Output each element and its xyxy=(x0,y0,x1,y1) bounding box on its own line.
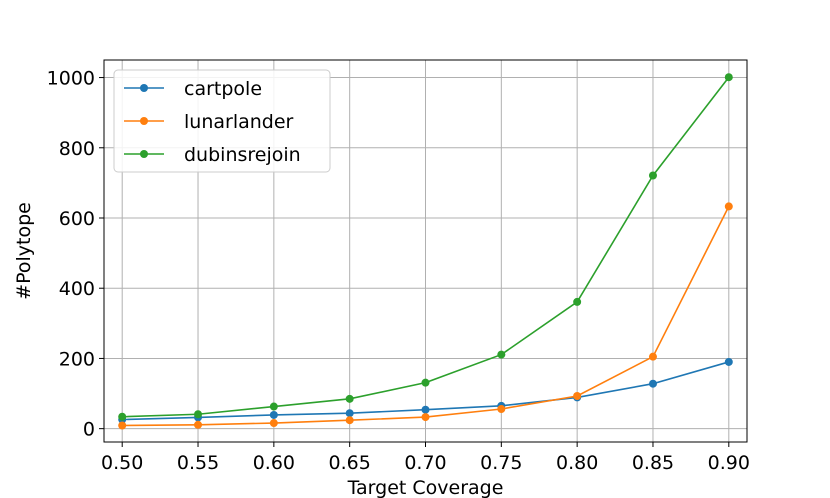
legend-marker xyxy=(140,84,148,92)
x-tick-label: 0.85 xyxy=(632,452,674,474)
legend-item: dubinsrejoin xyxy=(124,144,301,166)
legend-label: lunarlander xyxy=(184,111,294,133)
series-group xyxy=(118,73,733,430)
y-tick-label: 400 xyxy=(59,278,95,300)
legend-label: dubinsrejoin xyxy=(184,144,301,166)
legend-item: lunarlander xyxy=(124,111,294,133)
legend-marker xyxy=(140,150,148,158)
y-tick-label: 200 xyxy=(59,348,95,370)
x-axis-title: Target Coverage xyxy=(347,477,504,498)
data-point xyxy=(269,410,278,419)
x-tick-label: 0.50 xyxy=(101,452,143,474)
data-point xyxy=(573,297,582,306)
data-point xyxy=(421,405,430,414)
data-point xyxy=(269,419,278,428)
data-point xyxy=(724,73,733,82)
legend-box xyxy=(113,69,331,173)
data-point xyxy=(194,410,203,419)
x-tick-label: 0.80 xyxy=(556,452,598,474)
legend: cartpole lunarlander dubinsrejoin xyxy=(113,69,331,173)
data-point xyxy=(648,379,657,388)
x-tick-label: 0.90 xyxy=(708,452,750,474)
data-point xyxy=(345,394,354,403)
x-tick-label: 0.55 xyxy=(177,452,219,474)
series-lunarlander xyxy=(118,202,733,430)
y-tick-label: 800 xyxy=(59,138,95,160)
data-point xyxy=(345,409,354,418)
axes: 0.50 0.55 0.60 0.65 0.70 0.75 0.80 0.85 0.90 0 200… xyxy=(47,68,750,474)
data-point xyxy=(194,420,203,429)
data-point xyxy=(724,202,733,211)
data-point xyxy=(118,412,127,421)
y-tick-label: 0 xyxy=(83,419,95,441)
y-axis-title: #Polytope xyxy=(13,202,35,300)
data-point xyxy=(648,171,657,180)
data-point xyxy=(724,357,733,366)
legend-marker xyxy=(140,117,148,125)
series-dubinsrejoin xyxy=(118,73,733,421)
data-point xyxy=(118,421,127,430)
data-point xyxy=(269,402,278,411)
legend-item: cartpole xyxy=(124,78,262,100)
y-tick-label: 1000 xyxy=(47,68,95,90)
legend-label: cartpole xyxy=(184,78,262,100)
x-tick-label: 0.65 xyxy=(329,452,371,474)
data-point xyxy=(345,416,354,425)
x-tick-label: 0.60 xyxy=(253,452,295,474)
x-tick-label: 0.75 xyxy=(480,452,522,474)
data-point xyxy=(497,350,506,359)
x-tick-label: 0.70 xyxy=(404,452,446,474)
data-point xyxy=(497,404,506,413)
y-tick-label: 600 xyxy=(59,208,95,230)
data-point xyxy=(573,392,582,401)
data-point xyxy=(421,413,430,422)
data-point xyxy=(421,378,430,387)
data-point xyxy=(648,352,657,361)
